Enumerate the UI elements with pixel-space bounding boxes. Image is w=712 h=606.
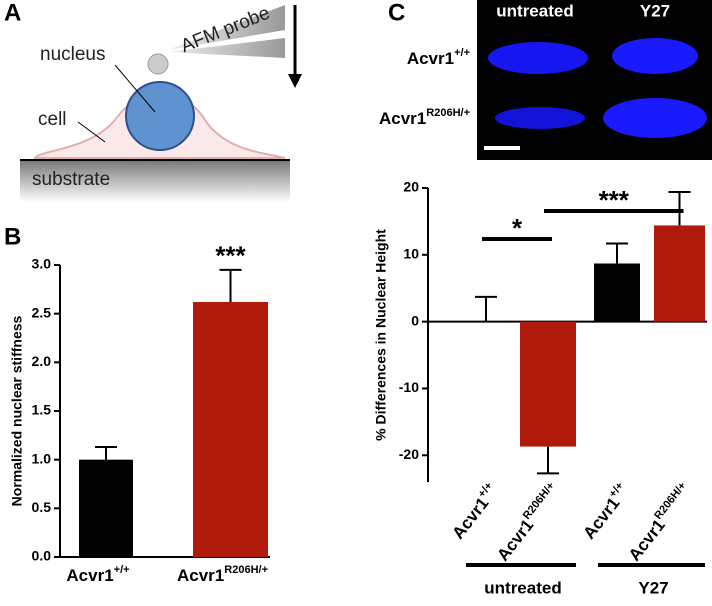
row-label: Acvr1+/+ [407,47,470,69]
nucleus [125,81,195,151]
x-tick-label: Acvr1+/+ [578,480,634,543]
x-tick-label: Acvr1+/+ [66,564,129,586]
x-tick-label-sup: R206H/+ [224,564,268,576]
x-tick-label-sup: R206H/+ [652,480,688,522]
probe [168,38,285,58]
y-tick-label: 0.0 [32,548,52,564]
leader [77,121,106,143]
y-tick-label: 10 [403,246,419,262]
row-label-sup: R206H/+ [426,107,470,119]
x-tick-label-base: Acvr1 [66,566,113,585]
x-tick-label-base: Acvr1 [449,494,493,543]
panel-label: C [388,0,405,26]
group-label: Y27 [638,578,668,597]
bar [594,263,640,322]
panel-label: A [4,0,21,26]
annotation: *** [215,241,246,271]
error-bar [95,446,117,460]
y-tick-label: 3.0 [32,256,52,272]
row-label: Acvr1R206H/+ [379,107,470,129]
y-tick-label: 2.0 [32,353,52,369]
y-tick-label: 0.5 [32,499,52,515]
panel-label: B [4,223,21,250]
error-bar [219,268,242,302]
x-tick-label-base: Acvr1 [625,516,669,565]
substrate [20,160,290,202]
label: cell [38,109,67,130]
bar [520,321,576,447]
nucleus-image [612,38,698,74]
leader [114,64,156,113]
bar [193,301,268,557]
x-tick-label: Acvr1+/+ [447,480,503,543]
x-tick-label-base: Acvr1 [177,566,224,585]
y-axis-title: Normalized nuclear stiffness [9,315,25,506]
bar [654,225,705,322]
y-tick-label: 0 [411,312,419,328]
significance-label: * [512,213,523,243]
label: nucleus [40,44,106,65]
bar [79,459,133,557]
row-label-sup: +/+ [454,47,470,59]
x-tick-label-sup: R206H/+ [521,480,557,522]
y-axis-title: % Differences in Nuclear Height [373,229,389,441]
x-tick-label: Acvr1R206H/+ [492,480,565,565]
row-label-base: Acvr1 [407,49,454,68]
column-label: Y27 [640,1,670,20]
group-label: untreated [484,578,561,597]
row-label-base: Acvr1 [379,109,426,128]
nucleus-image [603,98,707,138]
error-bar [606,242,628,264]
x-tick-label: Acvr1R206H/+ [623,480,696,565]
nucleus-image [495,107,585,129]
significance-label: *** [599,185,630,215]
error-bar [668,191,691,226]
arrow-head [288,74,302,88]
probe [168,5,285,50]
y-tick-label: 1.0 [32,450,52,466]
nucleus-image [488,42,588,74]
y-tick-label: 2.5 [32,304,52,320]
y-tick-label: 1.5 [32,402,52,418]
x-tick-label-base: Acvr1 [580,494,624,543]
x-tick-label-sup: +/+ [114,564,130,576]
y-tick-label: 20 [403,179,419,195]
label: substrate [32,169,110,190]
y-tick-label: -10 [399,379,419,395]
error-bar [475,295,497,322]
error-bar [537,446,559,475]
probe-tip [147,53,169,75]
column-label: untreated [496,1,573,20]
y-tick-label: -20 [399,446,419,462]
x-tick-label: Acvr1R206H/+ [177,564,268,586]
x-tick-label-base: Acvr1 [494,516,538,565]
